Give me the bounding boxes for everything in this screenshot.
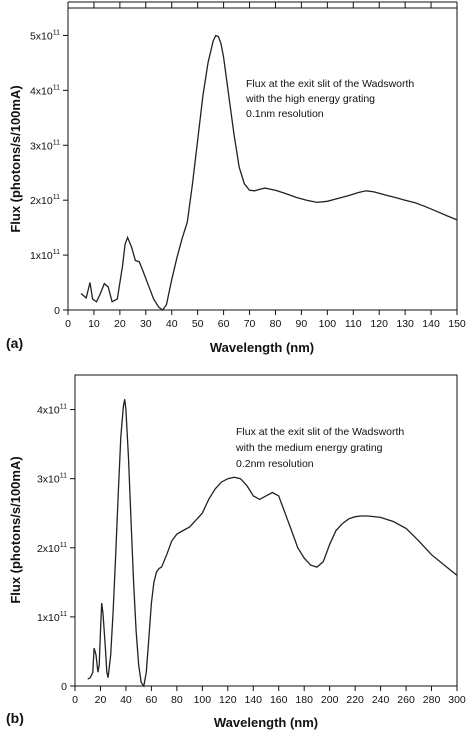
- x-tick-label: 300: [448, 694, 466, 706]
- x-tick-label: 50: [192, 318, 204, 330]
- annotation-b-line-1: Flux at the exit slit of the Wadsworth: [236, 426, 404, 438]
- plot-frame-a: [67, 7, 458, 311]
- x-ticks-a: 0 10 20 30 40 50 60 70 80 90 100 110 120 130 140 150: [65, 310, 466, 330]
- x-tick-label: 60: [218, 318, 230, 330]
- y-tick-label: 0: [54, 305, 60, 317]
- x-tick-label: 150: [448, 318, 466, 330]
- x-tick-label: 130: [396, 318, 414, 330]
- x-axis-label-b: Wavelength (nm): [214, 715, 318, 730]
- y-axis-label-a: Flux (photons/s/100mA): [8, 85, 23, 232]
- annotation-a-line-1: Flux at the exit slit of the Wadsworth: [246, 78, 414, 90]
- annotation-a-line-3: 0.1nm resolution: [246, 108, 324, 120]
- x-tick-label: 160: [270, 694, 288, 706]
- x-tick-label: 60: [146, 694, 158, 706]
- y-tick-label: 1x1011: [30, 249, 60, 262]
- x-tick-label: 20: [114, 318, 126, 330]
- x-tick-label: 30: [140, 318, 152, 330]
- x-tick-label: 140: [422, 318, 440, 330]
- plot-frame-b: [74, 374, 458, 687]
- annotation-a-line-2: with the high energy grating: [245, 93, 375, 105]
- annotation-a: Flux at the exit slit of the Wadsworth w…: [245, 78, 414, 120]
- x-tick-label: 220: [346, 694, 364, 706]
- y-tick-label: 3x1011: [37, 473, 67, 486]
- x-tick-label: 200: [321, 694, 339, 706]
- x-tick-label: 80: [171, 694, 183, 706]
- x-tick-label: 140: [245, 694, 263, 706]
- y-tick-label: 2x1011: [30, 194, 60, 207]
- x-tick-label: 40: [120, 694, 132, 706]
- x-tick-label: 100: [319, 318, 337, 330]
- chart-panel-b: 0 20 40 60 80 100 120 140 160 180 200 220 240 260 280 3…: [6, 374, 466, 730]
- x-ticks-b: 0 20 40 60 80 100 120 140 160 180 200 220 240 260 280 3…: [72, 686, 466, 706]
- x-tick-label: 20: [95, 694, 107, 706]
- x-tick-label: 0: [72, 694, 78, 706]
- chart-panel-a: 0 10 20 30 40 50 60 70 80 90 100 110 120 130 140 150 0 1…: [6, 1, 466, 355]
- annotation-b-line-3: 0.2nm resolution: [236, 458, 314, 470]
- x-axis-label-a: Wavelength (nm): [210, 340, 314, 355]
- y-ticks-a: 0 1x1011 2x1011 3x1011 4x1011 5x1011: [30, 29, 68, 317]
- y-ticks-b: 0 1x1011 2x1011 3x1011 4x1011: [37, 404, 75, 693]
- x-tick-label: 0: [65, 318, 71, 330]
- x-tick-label: 120: [370, 318, 388, 330]
- x-tick-label: 70: [244, 318, 256, 330]
- x-tick-label: 180: [295, 694, 313, 706]
- top-ticks-a: [67, 1, 458, 8]
- x-tick-label: 80: [270, 318, 282, 330]
- x-tick-label: 100: [194, 694, 212, 706]
- x-tick-label: 240: [372, 694, 390, 706]
- y-tick-label: 4x1011: [30, 84, 60, 97]
- y-tick-label: 2x1011: [37, 542, 67, 555]
- y-axis-label-b: Flux (photons/s/100mA): [8, 456, 23, 603]
- flux-line-b: [87, 399, 458, 688]
- x-tick-label: 110: [345, 318, 362, 330]
- x-tick-label: 260: [397, 694, 415, 706]
- annotation-b: Flux at the exit slit of the Wadsworth w…: [235, 426, 404, 470]
- x-tick-label: 90: [296, 318, 308, 330]
- x-tick-label: 120: [219, 694, 237, 706]
- panel-label-a: (a): [6, 335, 23, 351]
- x-tick-label: 280: [423, 694, 441, 706]
- flux-line-a: [80, 34, 458, 311]
- x-tick-label: 40: [166, 318, 178, 330]
- annotation-b-line-2: with the medium energy grating: [235, 442, 383, 454]
- y-tick-label: 3x1011: [30, 139, 60, 152]
- x-tick-label: 10: [88, 318, 100, 330]
- y-tick-label: 4x1011: [37, 404, 67, 417]
- y-tick-label: 0: [61, 681, 67, 693]
- y-tick-label: 1x1011: [37, 611, 67, 624]
- panel-label-b: (b): [6, 710, 24, 726]
- y-tick-label: 5x1011: [30, 29, 60, 42]
